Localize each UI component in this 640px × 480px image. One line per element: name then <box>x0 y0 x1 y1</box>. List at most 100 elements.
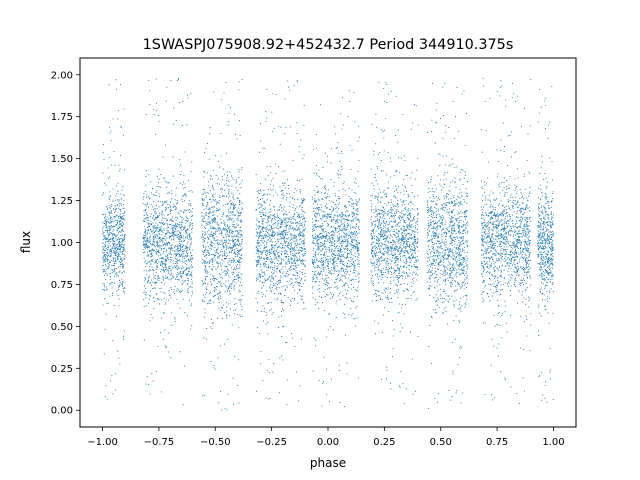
data-point <box>281 253 283 255</box>
data-point <box>111 221 113 223</box>
data-point <box>156 110 158 112</box>
data-point <box>185 194 187 196</box>
data-point <box>109 212 111 214</box>
data-point <box>221 286 223 288</box>
data-point <box>147 247 149 249</box>
data-point <box>271 259 273 261</box>
data-point <box>282 308 284 310</box>
data-point <box>300 231 302 233</box>
data-point <box>149 243 152 245</box>
data-point <box>171 244 173 246</box>
data-point <box>179 231 181 233</box>
data-point <box>123 330 126 332</box>
data-point <box>231 247 233 249</box>
data-point <box>105 223 107 225</box>
data-point <box>185 267 188 269</box>
data-point <box>214 287 216 289</box>
data-point <box>189 232 191 235</box>
data-point <box>175 228 177 230</box>
data-point <box>302 260 304 262</box>
data-point <box>217 296 220 298</box>
data-point <box>304 217 306 219</box>
data-point <box>190 171 192 173</box>
data-point <box>175 254 177 256</box>
data-point <box>331 262 333 264</box>
data-point <box>106 208 108 210</box>
data-point <box>271 268 274 271</box>
data-point <box>260 363 262 365</box>
data-point <box>346 249 348 251</box>
data-point <box>116 219 119 222</box>
data-point <box>170 244 172 246</box>
data-point <box>123 236 125 238</box>
data-point <box>167 203 169 205</box>
data-point <box>209 293 211 295</box>
data-point <box>270 249 272 251</box>
data-point <box>161 230 163 232</box>
data-point <box>118 215 120 217</box>
data-point <box>235 309 237 311</box>
data-point <box>262 230 264 232</box>
data-point <box>259 280 261 282</box>
data-point <box>331 297 333 299</box>
data-point <box>325 247 327 249</box>
data-point <box>161 205 163 207</box>
data-point <box>120 249 122 251</box>
data-point <box>166 255 169 257</box>
data-point <box>112 239 114 241</box>
data-point <box>294 257 296 259</box>
data-point <box>217 224 219 226</box>
data-point <box>226 266 228 268</box>
data-point <box>279 279 281 281</box>
data-point <box>201 224 203 226</box>
data-point <box>264 202 266 204</box>
data-point <box>298 216 300 218</box>
data-point <box>358 263 360 266</box>
data-point <box>123 338 125 340</box>
data-point <box>269 310 271 312</box>
data-point <box>339 250 342 252</box>
data-point <box>350 244 352 246</box>
data-point <box>338 230 340 232</box>
data-point <box>261 241 263 243</box>
data-point <box>113 243 115 245</box>
data-point <box>223 236 225 238</box>
data-point <box>216 262 218 265</box>
data-point <box>212 261 214 263</box>
data-point <box>285 257 287 259</box>
data-point <box>118 261 120 263</box>
data-point <box>338 253 340 256</box>
data-point <box>303 253 305 255</box>
data-point <box>220 276 222 278</box>
data-point <box>289 280 291 282</box>
data-point <box>105 247 107 249</box>
data-point <box>314 304 316 306</box>
data-point <box>189 286 191 288</box>
data-point <box>296 133 298 135</box>
data-point <box>263 271 265 273</box>
data-point <box>235 179 238 181</box>
data-point <box>161 282 163 284</box>
data-point <box>269 217 271 219</box>
data-point <box>210 326 212 328</box>
data-point <box>276 286 278 288</box>
data-point <box>182 222 184 224</box>
data-point <box>339 263 341 265</box>
data-point <box>215 193 217 195</box>
data-point <box>281 302 283 304</box>
data-point <box>333 272 335 275</box>
data-point <box>164 223 166 225</box>
data-point <box>158 214 160 217</box>
data-point <box>220 345 222 347</box>
data-point <box>354 268 356 270</box>
data-point <box>356 295 358 297</box>
data-point <box>339 224 341 226</box>
data-point <box>143 218 145 220</box>
data-point <box>325 241 327 243</box>
data-point <box>257 255 259 257</box>
data-point <box>102 249 104 251</box>
data-point <box>109 238 111 240</box>
data-point <box>202 244 204 246</box>
data-point <box>263 285 265 287</box>
data-point <box>117 228 119 230</box>
